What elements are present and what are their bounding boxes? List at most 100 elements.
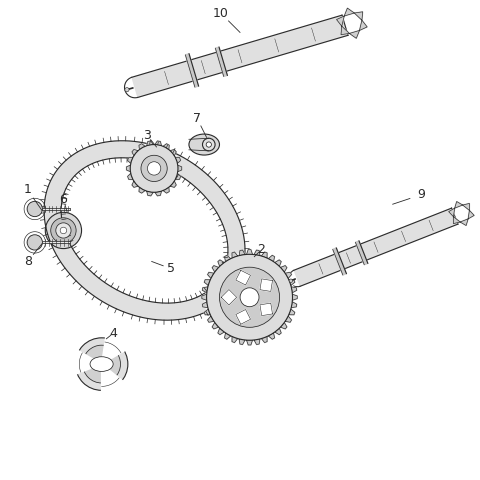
Polygon shape <box>147 141 153 146</box>
Polygon shape <box>268 333 275 339</box>
Polygon shape <box>285 272 291 278</box>
Polygon shape <box>132 181 138 187</box>
Polygon shape <box>232 336 238 343</box>
Ellipse shape <box>206 142 211 147</box>
Polygon shape <box>31 236 38 242</box>
Polygon shape <box>31 203 38 209</box>
Text: 5: 5 <box>167 262 175 275</box>
Polygon shape <box>292 294 297 300</box>
Polygon shape <box>291 287 297 293</box>
Polygon shape <box>170 149 176 156</box>
Circle shape <box>128 143 180 194</box>
Polygon shape <box>455 202 463 208</box>
Polygon shape <box>454 216 460 224</box>
Circle shape <box>240 288 259 307</box>
Polygon shape <box>185 54 199 87</box>
Polygon shape <box>247 250 252 254</box>
Polygon shape <box>254 339 260 345</box>
Ellipse shape <box>189 134 219 155</box>
Circle shape <box>289 279 293 282</box>
Polygon shape <box>147 191 153 196</box>
Polygon shape <box>216 47 228 76</box>
Polygon shape <box>128 157 133 164</box>
Circle shape <box>60 227 67 234</box>
Polygon shape <box>221 289 237 305</box>
Polygon shape <box>341 26 349 35</box>
Polygon shape <box>275 260 281 266</box>
Polygon shape <box>225 255 231 262</box>
Polygon shape <box>262 336 267 343</box>
Polygon shape <box>225 333 231 339</box>
Polygon shape <box>35 209 42 216</box>
Polygon shape <box>360 20 367 30</box>
Text: 8: 8 <box>24 255 32 268</box>
Polygon shape <box>163 187 169 193</box>
Text: 4: 4 <box>109 326 118 339</box>
Polygon shape <box>203 302 208 308</box>
Polygon shape <box>218 260 224 266</box>
Polygon shape <box>204 280 210 286</box>
Text: 1: 1 <box>24 183 32 196</box>
Polygon shape <box>460 219 468 226</box>
Polygon shape <box>349 30 360 38</box>
Polygon shape <box>126 165 131 172</box>
Polygon shape <box>207 272 214 278</box>
Polygon shape <box>102 364 124 393</box>
Polygon shape <box>175 173 180 180</box>
Polygon shape <box>163 144 169 150</box>
Polygon shape <box>170 181 176 187</box>
Polygon shape <box>333 248 347 275</box>
Ellipse shape <box>203 138 215 151</box>
Text: 3: 3 <box>143 129 151 142</box>
Polygon shape <box>289 309 295 315</box>
Text: 9: 9 <box>418 188 425 201</box>
Polygon shape <box>35 236 42 242</box>
Polygon shape <box>31 242 38 249</box>
Polygon shape <box>27 236 35 242</box>
Polygon shape <box>239 339 245 345</box>
Polygon shape <box>356 241 368 264</box>
Polygon shape <box>294 208 458 286</box>
Polygon shape <box>44 141 245 320</box>
Text: 10: 10 <box>213 7 229 20</box>
Polygon shape <box>239 250 245 255</box>
Polygon shape <box>280 323 287 329</box>
Polygon shape <box>202 294 207 300</box>
Polygon shape <box>128 173 133 180</box>
Circle shape <box>141 156 167 181</box>
Polygon shape <box>27 209 35 216</box>
Polygon shape <box>35 203 42 209</box>
Circle shape <box>219 267 280 327</box>
Polygon shape <box>203 287 208 293</box>
Polygon shape <box>291 302 297 308</box>
Circle shape <box>147 162 161 175</box>
Polygon shape <box>260 303 273 316</box>
Polygon shape <box>139 144 145 150</box>
Polygon shape <box>247 340 252 345</box>
Polygon shape <box>204 309 210 315</box>
Polygon shape <box>336 16 344 26</box>
Text: 7: 7 <box>193 112 201 125</box>
Polygon shape <box>212 323 219 329</box>
Polygon shape <box>260 279 273 291</box>
Polygon shape <box>280 265 287 272</box>
Polygon shape <box>275 328 281 335</box>
Polygon shape <box>132 149 138 156</box>
Polygon shape <box>463 204 469 210</box>
Polygon shape <box>212 265 219 272</box>
Polygon shape <box>132 15 348 97</box>
Circle shape <box>75 338 128 390</box>
Polygon shape <box>236 270 251 285</box>
Polygon shape <box>344 8 354 16</box>
Polygon shape <box>175 157 180 164</box>
Polygon shape <box>236 310 251 324</box>
Polygon shape <box>35 242 42 249</box>
Circle shape <box>56 223 71 238</box>
Polygon shape <box>178 165 182 172</box>
Polygon shape <box>285 316 291 322</box>
Ellipse shape <box>90 357 113 372</box>
Polygon shape <box>155 141 161 146</box>
Circle shape <box>125 87 129 92</box>
Polygon shape <box>218 328 224 335</box>
Circle shape <box>206 254 292 340</box>
